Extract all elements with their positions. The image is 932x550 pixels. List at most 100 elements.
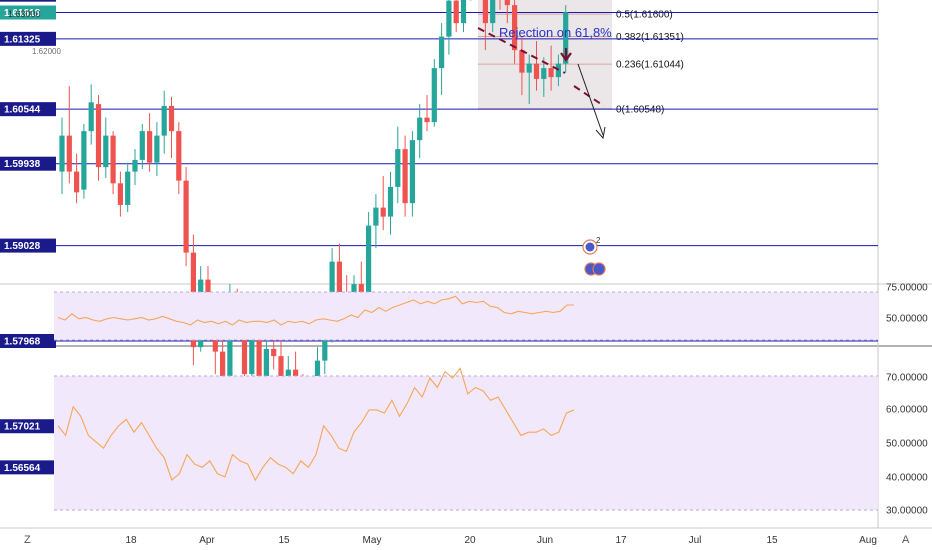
candle-body — [59, 135, 65, 172]
fib-zone — [478, 0, 612, 110]
price-label: 1.60544 — [4, 105, 41, 116]
rsi-panel-2-tick-label: 30.00000 — [886, 506, 928, 517]
candle-body — [249, 333, 255, 375]
time-tick-label: Jun — [537, 535, 553, 546]
candle-body — [139, 131, 145, 160]
candle-body — [453, 0, 459, 24]
candle-body — [512, 5, 518, 51]
auto-scale-button[interactable]: A — [902, 534, 910, 546]
price-label: 1.59938 — [4, 159, 41, 170]
time-tick-label: 17 — [615, 535, 627, 546]
annotation-text: Rejection on 61,8% — [499, 25, 612, 40]
price-label-bg — [0, 460, 56, 475]
candle-body — [424, 117, 430, 123]
candle-body — [395, 149, 401, 187]
price-label-bg — [0, 419, 56, 434]
rsi-panel-2-tick-label: 50.00000 — [886, 439, 928, 450]
time-tick-label: Jul — [689, 535, 702, 546]
candle-body — [563, 12, 569, 64]
candle-body — [439, 36, 445, 69]
projection-arrow — [577, 63, 604, 136]
candle-body — [380, 207, 386, 217]
candle-body — [460, 0, 467, 24]
candle-body — [519, 50, 525, 73]
candle-body — [278, 356, 284, 391]
candle-body — [526, 63, 532, 73]
rsi-panel-2-band — [54, 376, 878, 510]
rsi-panel-1-tick-label: 50.00000 — [886, 314, 928, 325]
timezone-button[interactable]: Z — [24, 534, 31, 546]
price-label-bg — [0, 5, 56, 20]
candle-body — [95, 104, 102, 168]
rsi-panel-2-tick-label: 60.00000 — [886, 405, 928, 416]
candle-body — [147, 131, 153, 163]
fib-level-label: 0.382(1.61351) — [616, 32, 684, 43]
time-tick-label: 15 — [278, 535, 290, 546]
price-label-bg — [0, 238, 56, 253]
candle-body — [183, 180, 189, 253]
rsi-panel-1-line — [57, 295, 574, 326]
candle-body — [482, 0, 488, 24]
price-label-bg — [0, 334, 56, 348]
candle-body — [409, 140, 415, 204]
candle-body — [446, 0, 452, 37]
candle-body — [373, 207, 379, 226]
candle-body — [117, 183, 123, 205]
candle-body — [132, 159, 138, 172]
time-tick-label: Aug — [859, 535, 877, 546]
candle-body — [125, 171, 131, 205]
candle-body — [548, 68, 554, 78]
time-tick-label: May — [363, 535, 382, 546]
candle-body — [336, 261, 342, 294]
rsi-panel-2-tick-label: 70.00000 — [886, 373, 928, 384]
candle-body — [241, 324, 248, 375]
price-tick-label: 1.63000 — [8, 9, 41, 19]
fib-level-label: 0.236(1.61044) — [616, 60, 684, 71]
candle-body — [110, 135, 116, 184]
rsi-panel-1-band — [54, 292, 878, 340]
candle-body — [176, 131, 182, 181]
rsi-panel-2-line — [57, 367, 575, 482]
candle-body — [402, 149, 408, 204]
candle-body — [168, 105, 175, 132]
down-arrow-marker — [560, 48, 572, 62]
candle-body — [74, 171, 80, 193]
price-label-bg — [0, 102, 56, 117]
price-label-bg — [0, 0, 56, 2]
rsi-panel-2-tick-label: 40.00000 — [886, 473, 928, 484]
candle-body — [504, 0, 510, 6]
candle-body — [88, 102, 94, 132]
candle-body — [387, 186, 394, 217]
candle-body — [417, 117, 423, 141]
time-tick-label: 18 — [125, 535, 137, 546]
price-label-bg — [0, 31, 56, 46]
candle-body — [533, 63, 540, 79]
rsi-panel-1-tick-label: 75.00000 — [886, 283, 928, 294]
candle-body — [220, 351, 226, 379]
price-label: 1.57968 — [4, 337, 41, 348]
event-marker — [592, 262, 606, 276]
price-label: 1.61618 — [4, 8, 41, 19]
price-label: 1.61325 — [4, 34, 41, 45]
candle-body — [256, 333, 262, 402]
trendline-upper — [477, 27, 566, 74]
candle-body — [322, 338, 328, 361]
time-tick-label: Apr — [199, 535, 215, 546]
candle-body — [66, 135, 72, 172]
price-label: 1.61816 — [4, 0, 41, 1]
candle-body — [161, 105, 167, 136]
candle-body — [490, 0, 496, 24]
fib-level-label: 0.5(1.61600) — [616, 10, 673, 21]
arrow-head — [595, 126, 606, 140]
candle-body — [263, 348, 269, 402]
time-tick-label: 20 — [464, 535, 476, 546]
candle-body — [103, 135, 109, 168]
price-label: 1.57021 — [4, 422, 41, 433]
candle-body — [271, 348, 277, 357]
candle-body — [366, 225, 372, 307]
price-tick-label: 1.62000 — [32, 47, 61, 56]
event-marker-dot — [585, 242, 595, 252]
candle-body — [154, 135, 160, 163]
event-marker-count: 2 — [596, 236, 601, 245]
